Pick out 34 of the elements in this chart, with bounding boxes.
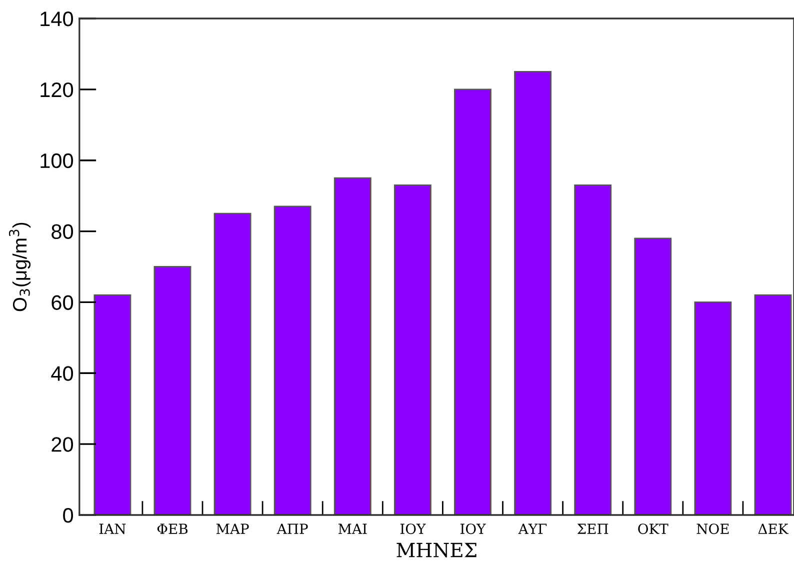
- bar: [334, 177, 372, 515]
- x-tick-label: ΙΑΝ: [99, 524, 126, 534]
- y-tick-label: 140: [40, 12, 74, 26]
- bar: [94, 294, 132, 515]
- bar: [574, 184, 612, 515]
- x-tick-label: ΟΚΤ: [638, 524, 668, 534]
- x-tick-label: ΝΟΕ: [696, 524, 729, 534]
- bar: [214, 212, 252, 515]
- bar: [394, 184, 432, 515]
- x-tick-label: ΙΟΥ: [400, 524, 426, 534]
- x-tick-label: ΜΑΙ: [338, 524, 367, 534]
- y-tick-label: 100: [40, 153, 74, 168]
- x-tick-label: ΣΕΠ: [577, 524, 608, 534]
- bar: [154, 266, 192, 515]
- y-tick-label: 120: [40, 82, 74, 98]
- x-tick-label: ΜΑΡ: [216, 524, 249, 534]
- bar: [754, 294, 792, 515]
- y-tick-label: 60: [52, 295, 74, 310]
- y-tick-label: 0: [63, 508, 74, 523]
- x-axis-title: ΜΗΝΕΣ: [396, 542, 476, 558]
- x-tick-label: ΑΠΡ: [276, 524, 308, 534]
- bar: [514, 71, 552, 515]
- y-tick-label: 40: [51, 366, 74, 381]
- y-tick-label: 20: [52, 437, 74, 452]
- y-tick-label: 80: [52, 224, 74, 240]
- x-tick-label: ΔΕΚ: [758, 524, 788, 534]
- x-tick-label: ΦΕΒ: [157, 524, 188, 534]
- bar: [634, 238, 672, 515]
- bar: [274, 206, 312, 515]
- x-tick-label: ΙΟΥ: [460, 524, 486, 534]
- bar: [694, 302, 732, 515]
- bar: [454, 88, 492, 515]
- y-axis-title: O$_{3}$(μg/m$^{3}$): [8, 222, 31, 312]
- x-tick-label: ΑΥΓ: [518, 524, 547, 534]
